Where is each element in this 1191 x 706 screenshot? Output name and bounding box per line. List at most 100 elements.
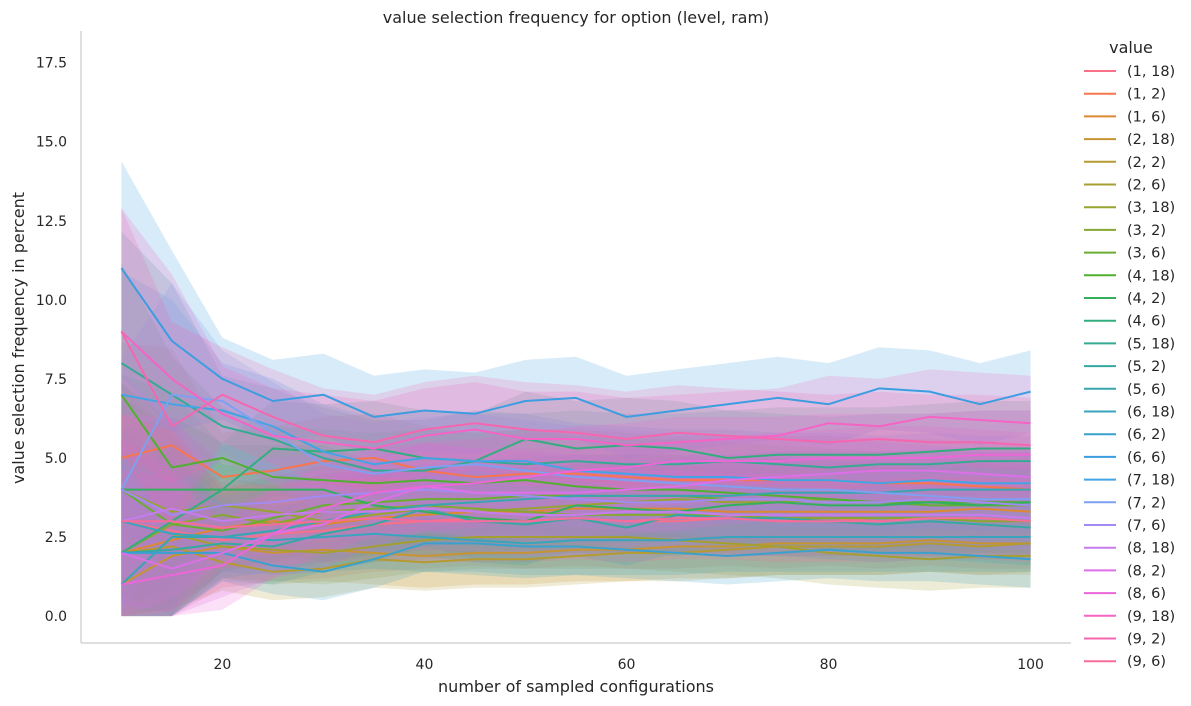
legend-item: (8, 6) <box>1084 586 1166 602</box>
legend-label: (6, 6) <box>1127 450 1166 466</box>
legend-item: (6, 2) <box>1084 427 1166 443</box>
series-line-7-2 <box>120 393 1031 501</box>
legend-label: (9, 2) <box>1127 632 1166 648</box>
x-tick-label: 60 <box>618 657 636 673</box>
legend-label: (7, 2) <box>1127 495 1166 511</box>
series-lines <box>120 267 1031 586</box>
ci-band-5-18 <box>121 231 1031 522</box>
legend-label: (9, 18) <box>1127 609 1175 625</box>
legend-label: (2, 2) <box>1127 155 1166 171</box>
legend-item: (4, 6) <box>1084 314 1166 330</box>
legend-label: (1, 18) <box>1127 64 1175 80</box>
legend-label: (5, 6) <box>1127 382 1166 398</box>
y-tick-label: 17.5 <box>36 56 67 72</box>
y-tick-label: 5.0 <box>45 451 67 467</box>
legend-label: (3, 18) <box>1127 200 1175 216</box>
series-line-6-18 <box>121 520 1031 545</box>
legend-label: (6, 2) <box>1127 427 1166 443</box>
chart-title: value selection frequency for option (le… <box>383 8 770 27</box>
legend-item: (8, 18) <box>1084 541 1175 557</box>
legend-item: (9, 18) <box>1084 609 1175 625</box>
x-axis-title: number of sampled configurations <box>438 677 714 696</box>
legend-item: (5, 2) <box>1084 359 1166 375</box>
series-line-2-18 <box>120 539 1031 586</box>
legend-item: (7, 6) <box>1084 518 1166 534</box>
y-tick-label: 10.0 <box>36 293 67 309</box>
series-line-1-6 <box>121 507 1031 554</box>
ci-band-4-6 <box>121 391 1031 617</box>
legend-item: (6, 18) <box>1084 405 1175 421</box>
legend-label: (7, 6) <box>1127 518 1166 534</box>
legend-label: (3, 6) <box>1127 246 1166 262</box>
series-line-5-18 <box>120 362 1031 472</box>
legend-label: (5, 2) <box>1127 359 1166 375</box>
x-tick-label: 100 <box>1017 657 1044 673</box>
legend-item: (1, 6) <box>1084 109 1166 125</box>
legend-item: (3, 18) <box>1084 200 1175 216</box>
legend-label: (8, 6) <box>1127 586 1166 602</box>
legend-item: (7, 2) <box>1084 495 1166 511</box>
series-line-8-18 <box>121 507 1031 523</box>
legend-label: (7, 18) <box>1127 473 1175 489</box>
y-tick-label: 12.5 <box>36 214 67 230</box>
legend-label: (9, 6) <box>1127 654 1166 670</box>
legend: (1, 18) (1, 2) (1, 6) (2, 18) (2, 2) (2, 6) (3… <box>1084 64 1175 670</box>
legend-label: (8, 2) <box>1127 563 1166 579</box>
legend-label: (4, 6) <box>1127 314 1166 330</box>
legend-item: (8, 2) <box>1084 563 1166 579</box>
legend-label: (1, 6) <box>1127 109 1166 125</box>
x-tick-label: 20 <box>214 657 232 673</box>
legend-item: (5, 6) <box>1084 382 1166 398</box>
ci-band-2-6 <box>121 439 1031 604</box>
ci-band-7-2 <box>121 283 1031 617</box>
legend-label: (8, 18) <box>1127 541 1175 557</box>
legend-item: (1, 18) <box>1084 64 1175 80</box>
y-tick-label: 2.5 <box>45 530 67 546</box>
legend-label: (6, 18) <box>1127 405 1175 421</box>
ci-band-8-2 <box>121 426 1031 617</box>
x-tick-label: 40 <box>416 657 434 673</box>
legend-item: (3, 2) <box>1084 223 1166 239</box>
ci-band-9-18 <box>121 208 1031 496</box>
legend-label: (4, 18) <box>1127 268 1175 284</box>
x-tick-label: 80 <box>820 657 838 673</box>
series-line-8-6 <box>121 453 1031 586</box>
series-line-4-2 <box>121 488 1031 523</box>
legend-item: (4, 2) <box>1084 291 1166 307</box>
legend-label: (2, 6) <box>1127 178 1166 194</box>
y-tick-label: 15.0 <box>36 135 67 151</box>
series-line-9-18 <box>120 330 1031 450</box>
legend-item: (6, 6) <box>1084 450 1166 466</box>
legend-item: (2, 2) <box>1084 155 1166 171</box>
legend-item: (1, 2) <box>1084 87 1166 103</box>
y-tick-label: 7.5 <box>45 372 67 388</box>
series-line-7-6 <box>120 488 1031 516</box>
legend-item: (7, 18) <box>1084 473 1175 489</box>
legend-item: (4, 18) <box>1084 268 1175 284</box>
legend-item: (9, 6) <box>1084 654 1166 670</box>
series-line-6-2 <box>121 542 1031 573</box>
legend-label: (3, 2) <box>1127 223 1166 239</box>
legend-item: (9, 2) <box>1084 632 1166 648</box>
legend-title: value <box>1109 38 1153 57</box>
legend-item: (2, 6) <box>1084 178 1166 194</box>
ci-band-3-2 <box>121 440 1031 617</box>
series-line-2-6 <box>121 520 1031 561</box>
legend-item: (2, 18) <box>1084 132 1175 148</box>
y-tick-label: 0.0 <box>45 609 67 625</box>
series-line-6-6 <box>120 267 1031 418</box>
legend-item: (5, 18) <box>1084 336 1175 352</box>
series-line-9-2 <box>120 331 1031 447</box>
series-line-2-2 <box>121 542 1031 573</box>
legend-item: (3, 6) <box>1084 246 1166 262</box>
y-axis-title: value selection frequency in percent <box>9 192 28 484</box>
legend-label: (4, 2) <box>1127 291 1166 307</box>
ci-band-6-6 <box>121 161 1031 459</box>
legend-label: (1, 2) <box>1127 87 1166 103</box>
legend-label: (5, 18) <box>1127 336 1175 352</box>
legend-label: (2, 18) <box>1127 132 1175 148</box>
ci-band-1-18 <box>121 397 1031 617</box>
ci-band-8-6 <box>121 410 1031 617</box>
